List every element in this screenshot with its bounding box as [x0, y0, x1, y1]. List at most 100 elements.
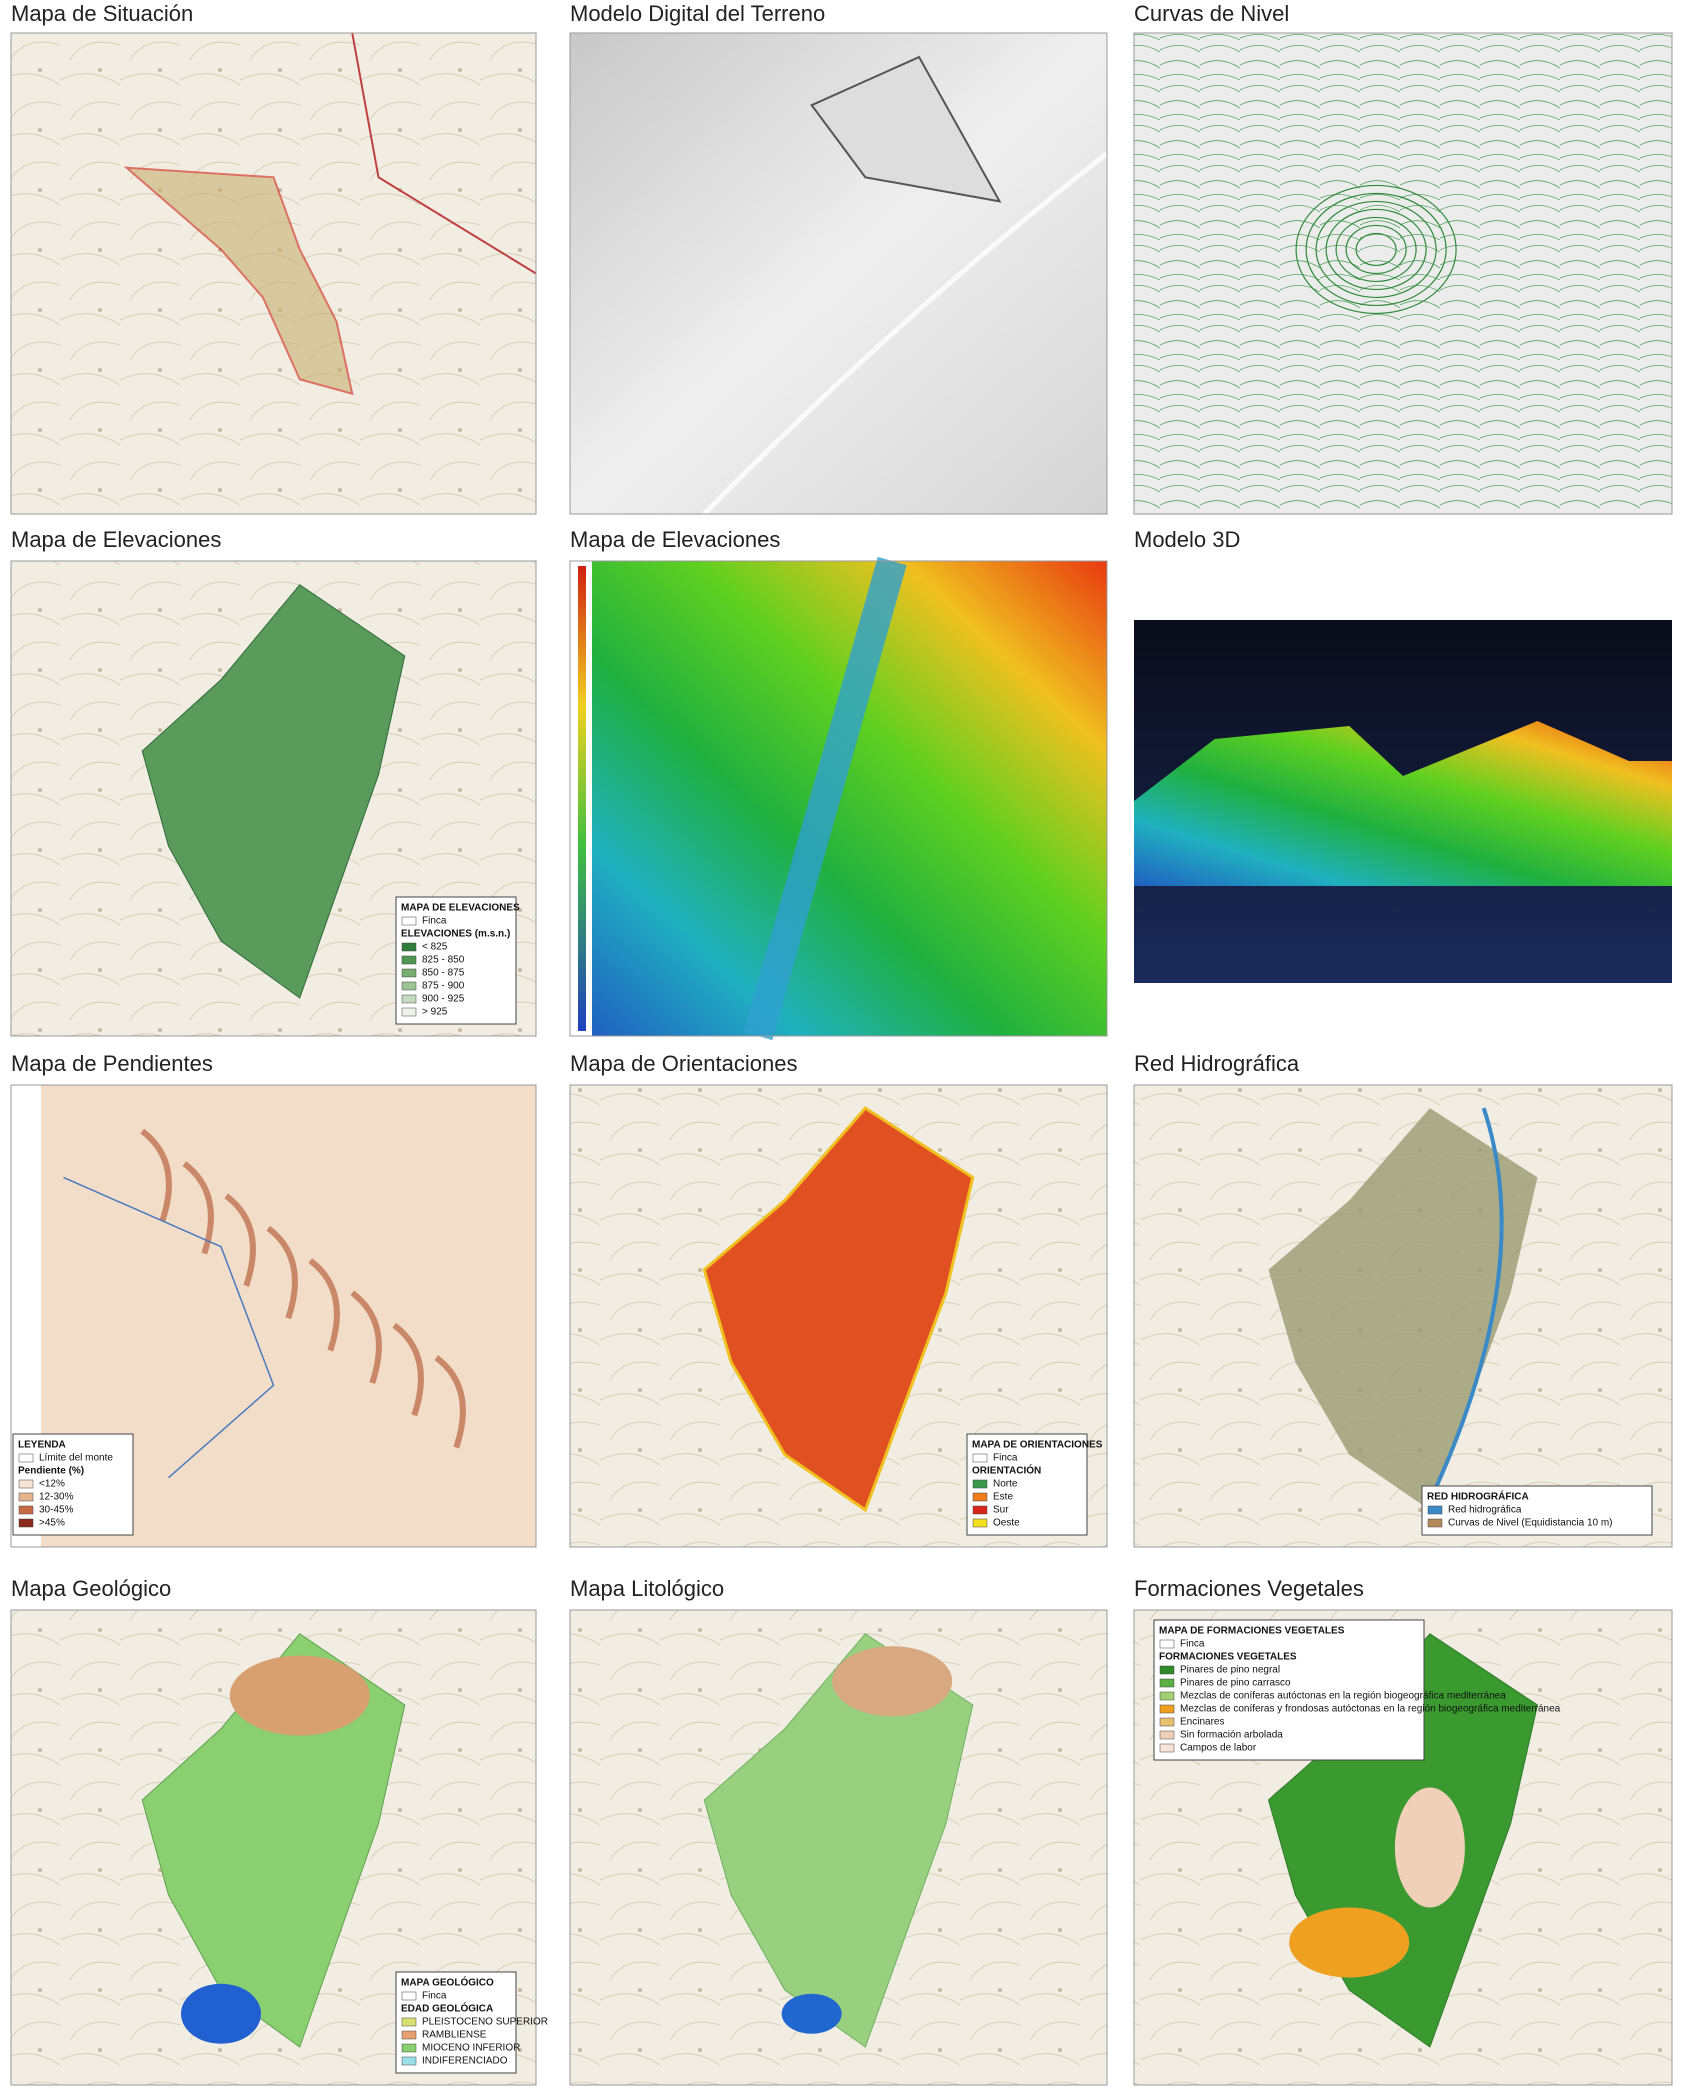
map-panel: Formaciones Vegetales MAPA DE FORMACIONES… — [1133, 1576, 1673, 2086]
ridge — [810, 55, 1002, 203]
legend-label: Norte — [993, 1479, 1018, 1490]
legend-label: > 925 — [422, 1007, 448, 1018]
panel-title: Formaciones Vegetales — [1134, 1576, 1364, 1601]
map-panel: Mapa de Elevaciones — [569, 527, 1108, 1041]
property-outline — [123, 166, 354, 396]
legend-swatch — [401, 916, 417, 926]
legend-swatch — [972, 1505, 988, 1515]
legend-swatch — [972, 1453, 988, 1463]
panel-border — [10, 560, 537, 1037]
legend-swatch — [401, 2043, 417, 2053]
legend-label: Finca — [993, 1453, 1018, 1464]
slope-streak — [266, 1225, 298, 1320]
lithology-unit — [832, 1646, 953, 1717]
legend-swatch — [401, 994, 417, 1004]
panel-title: Mapa Geológico — [11, 1576, 171, 1601]
map-panel: Modelo 3D — [1134, 527, 1672, 983]
boundary — [63, 1176, 275, 1479]
legend-label: >45% — [39, 1518, 65, 1529]
panel-title: Mapa de Pendientes — [11, 1051, 213, 1076]
legend-label: <12% — [39, 1479, 65, 1490]
panel-title: Mapa de Elevaciones — [570, 527, 780, 552]
panel-border — [569, 1609, 1108, 2086]
legend-swatch — [401, 955, 417, 965]
slope-streak — [140, 1128, 172, 1223]
legend-swatch — [1159, 1691, 1175, 1701]
vegetation-unit — [1289, 1907, 1410, 1978]
legend-label: 12-30% — [39, 1492, 74, 1503]
legend-label: 825 - 850 — [422, 955, 465, 966]
legend-label: Finca — [422, 1991, 447, 2002]
legend-label: Curvas de Nivel (Equidistancia 10 m) — [1448, 1518, 1613, 1529]
legend-swatch — [1159, 1639, 1175, 1649]
legend-label: MIOCENO INFERIOR — [422, 2043, 520, 2054]
legend-title: MAPA DE FORMACIONES VEGETALES — [1159, 1626, 1345, 1637]
geology-unit — [181, 1983, 261, 2044]
legend-label: Campos de labor — [1180, 1743, 1257, 1754]
legend: MAPA DE FORMACIONES VEGETALES Finca FORMAC… — [1153, 1619, 1561, 1761]
legend-label: Mezclas de coníferas autóctonas en la re… — [1180, 1691, 1506, 1702]
legend-swatch — [401, 2017, 417, 2027]
legend-label: Pinares de pino negral — [1180, 1665, 1280, 1676]
slope-streak — [350, 1290, 382, 1384]
legend-swatch — [972, 1518, 988, 1528]
slope-streak — [392, 1322, 424, 1417]
legend-label: Encinares — [1180, 1717, 1224, 1728]
legend-label: < 825 — [422, 942, 448, 953]
legend-title: MAPA GEOLÓGICO — [401, 1976, 494, 1989]
map-panel: Mapa de Situación — [10, 1, 537, 515]
contour — [1315, 200, 1437, 299]
map-panel: Red Hidrográfica RED HIDROGRÁFICA Red hidr… — [1133, 1051, 1673, 1548]
panel-border — [1133, 32, 1673, 515]
lithology-unit — [781, 1993, 842, 2034]
legend-label: 850 - 875 — [422, 968, 465, 979]
legend-swatch — [1427, 1505, 1443, 1515]
slope-streak — [224, 1193, 256, 1287]
legend-heading: EDAD GEOLÓGICA — [401, 2002, 493, 2015]
legend-swatch — [1159, 1717, 1175, 1727]
legend-swatch — [18, 1453, 34, 1463]
legend-label: Límite del monte — [39, 1453, 113, 1464]
panel-border — [569, 1084, 1108, 1548]
legend-heading: Pendiente (%) — [18, 1466, 84, 1477]
panel-border — [10, 32, 537, 515]
legend-swatch — [1159, 1730, 1175, 1740]
legend-swatch — [18, 1505, 34, 1515]
panel-border — [1133, 1084, 1673, 1548]
panel-title: Mapa de Situación — [11, 1, 193, 26]
legend-label: 900 - 925 — [422, 994, 465, 1005]
terrain-3d — [1134, 721, 1672, 886]
map-panel: Mapa de Elevaciones MAPA DE ELEVACIONES Fi… — [10, 527, 537, 1037]
legend-swatch — [1159, 1704, 1175, 1714]
legend-swatch — [401, 1991, 417, 2001]
legend-swatch — [1159, 1665, 1175, 1675]
legend-label: RAMBLIENSE — [422, 2030, 487, 2041]
panel-title: Curvas de Nivel — [1134, 1, 1289, 26]
panel-border — [569, 560, 1108, 1037]
contour — [1345, 224, 1407, 275]
legend-swatch — [401, 968, 417, 978]
legend-swatch — [972, 1492, 988, 1502]
panel-title: Mapa de Elevaciones — [11, 527, 221, 552]
panel-title: Red Hidrográfica — [1134, 1051, 1300, 1076]
contour — [1335, 216, 1417, 283]
legend-label: Este — [993, 1492, 1013, 1503]
legend-heading: ELEVACIONES (m.s.n.) — [401, 929, 510, 940]
legend-title: LEYENDA — [18, 1440, 66, 1451]
legend-label: 30-45% — [39, 1505, 74, 1516]
aspect-area — [702, 1106, 975, 1513]
legend-box — [1153, 1619, 1425, 1761]
panel-border — [10, 1084, 537, 1548]
contour — [1325, 208, 1427, 291]
legend-title: RED HIDROGRÁFICA — [1427, 1490, 1529, 1503]
legend-swatch — [18, 1492, 34, 1502]
panel-title: Modelo Digital del Terreno — [570, 1, 825, 26]
legend-swatch — [18, 1479, 34, 1489]
slope-streak — [308, 1258, 340, 1352]
contour — [1355, 232, 1397, 267]
legend-swatch — [401, 981, 417, 991]
